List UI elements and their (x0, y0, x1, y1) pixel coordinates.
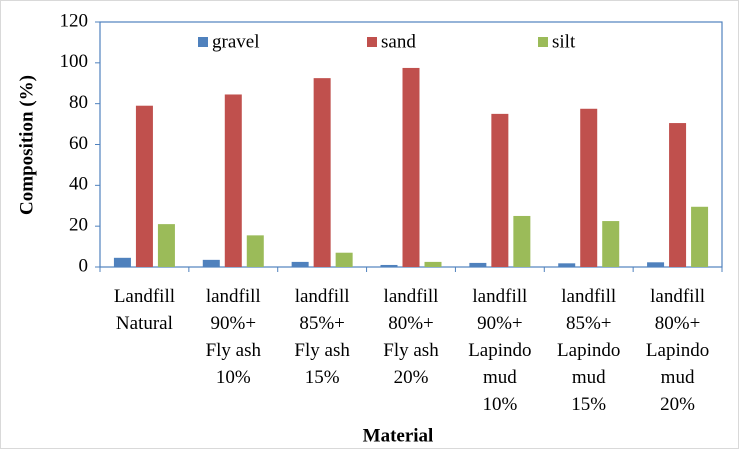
bar (647, 262, 665, 267)
y-tick-label: 40 (69, 174, 88, 195)
x-tick-label: landfill 85%+ Fly ash 15% (294, 286, 350, 388)
y-tick-label: 20 (69, 215, 88, 236)
legend-swatch (367, 37, 377, 47)
bar (691, 206, 709, 267)
bar (558, 263, 576, 267)
x-tick-label: landfill 90%+ Lapindo mud 10% (468, 286, 531, 415)
y-tick-label: 0 (79, 255, 89, 276)
x-tick-label: Landfill Natural (114, 286, 175, 334)
bar (580, 108, 598, 267)
bar (469, 262, 487, 267)
y-axis-title: Composition (%) (16, 75, 37, 215)
bar (313, 78, 331, 267)
x-axis-title: Material (363, 425, 434, 446)
bar (402, 67, 420, 267)
y-tick-label: 100 (60, 51, 89, 72)
bar (424, 261, 442, 267)
bar (380, 264, 398, 267)
bar (291, 261, 309, 267)
bar (202, 259, 220, 267)
bar (135, 105, 153, 267)
x-tick-label: landfill 80%+ Fly ash 20% (383, 286, 439, 388)
bar (602, 221, 620, 267)
bar (246, 235, 264, 267)
legend-swatch (538, 37, 548, 47)
legend-swatch (198, 37, 208, 47)
y-tick-label: 60 (69, 133, 88, 154)
bar (513, 215, 531, 267)
y-tick-label: 120 (60, 10, 89, 31)
bar (224, 94, 242, 268)
x-tick-label: landfill 85%+ Lapindo mud 15% (557, 286, 620, 415)
legend-label: gravel (212, 31, 259, 52)
bar (335, 252, 353, 267)
x-tick-label: landfill 80%+ Lapindo mud 20% (646, 286, 709, 415)
bar (669, 123, 687, 267)
legend-label: silt (552, 31, 576, 52)
legend-label: sand (381, 31, 416, 52)
x-tick-label: landfill 90%+ Fly ash 10% (206, 286, 262, 388)
bar (113, 257, 131, 267)
bar (157, 224, 175, 267)
bar (491, 113, 509, 267)
y-tick-label: 80 (69, 92, 88, 113)
